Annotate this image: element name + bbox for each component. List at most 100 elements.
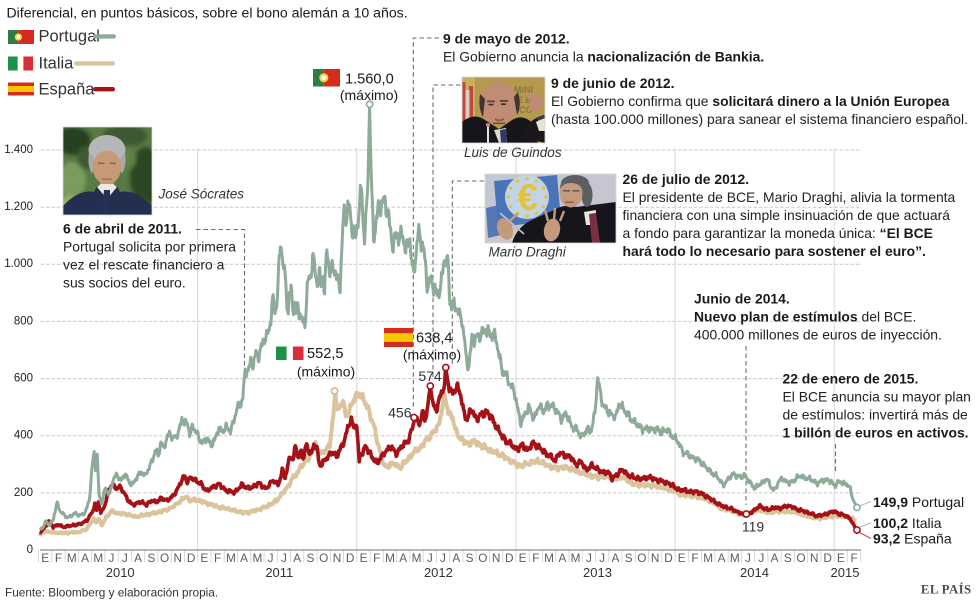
svg-text:J: J xyxy=(122,551,128,565)
svg-text:El presidente de BCE, Mario Dr: El presidente de BCE, Mario Draghi, aliv… xyxy=(623,189,956,205)
svg-text:D: D xyxy=(664,551,673,565)
svg-text:9 de junio de 2012.: 9 de junio de 2012. xyxy=(551,75,675,91)
svg-text:El Gobierno confirma que solic: El Gobierno confirma que solicitará dine… xyxy=(551,93,950,109)
svg-text:1 billón de euros en activos.: 1 billón de euros en activos. xyxy=(783,425,969,441)
svg-text:O: O xyxy=(319,551,328,565)
svg-text:200: 200 xyxy=(14,487,33,499)
svg-text:N: N xyxy=(810,551,819,565)
svg-text:(máximo): (máximo) xyxy=(297,364,355,380)
svg-text:S: S xyxy=(306,551,314,565)
svg-text:A: A xyxy=(558,551,566,565)
svg-text:2010: 2010 xyxy=(106,565,135,580)
svg-text:26 de julio de 2012.: 26 de julio de 2012. xyxy=(623,171,750,187)
svg-text:J: J xyxy=(281,551,287,565)
svg-text:M: M xyxy=(385,551,395,565)
svg-text:A: A xyxy=(240,551,248,565)
svg-text:E: E xyxy=(41,551,49,565)
svg-text:A: A xyxy=(399,551,407,565)
svg-text:S: S xyxy=(625,551,633,565)
svg-text:vez el rescate financiero a: vez el rescate financiero a xyxy=(63,257,225,273)
svg-text:EL PAÍS: EL PAÍS xyxy=(921,583,972,597)
svg-text:Luis de Guindos: Luis de Guindos xyxy=(464,145,562,160)
svg-text:J: J xyxy=(109,551,115,565)
svg-text:O: O xyxy=(796,551,805,565)
svg-text:2011: 2011 xyxy=(265,565,293,580)
svg-text:N: N xyxy=(174,551,183,565)
svg-text:A: A xyxy=(718,551,726,565)
svg-text:1.400: 1.400 xyxy=(4,144,33,156)
svg-text:S: S xyxy=(147,551,155,565)
svg-text:A: A xyxy=(293,551,301,565)
svg-text:(máximo): (máximo) xyxy=(340,87,398,103)
svg-text:J: J xyxy=(268,551,274,565)
svg-text:2014: 2014 xyxy=(740,565,769,580)
svg-text:456: 456 xyxy=(388,405,412,421)
svg-text:España: España xyxy=(39,81,96,99)
svg-text:400: 400 xyxy=(14,430,33,442)
svg-text:financiera con una simple insi: financiera con una simple insinuación de… xyxy=(623,207,951,223)
svg-text:2012: 2012 xyxy=(424,565,453,580)
svg-text:A: A xyxy=(771,551,779,565)
svg-text:F: F xyxy=(850,551,857,565)
svg-text:El Gobierno anuncia la naciona: El Gobierno anuncia la nacionalización d… xyxy=(443,49,764,65)
svg-text:A: A xyxy=(452,551,460,565)
svg-text:Portugal solicita por primera: Portugal solicita por primera xyxy=(63,239,236,255)
svg-text:E: E xyxy=(519,551,527,565)
svg-text:9 de mayo de 2012.: 9 de mayo de 2012. xyxy=(443,31,570,47)
svg-text:J: J xyxy=(427,551,433,565)
svg-text:Nuevo plan de estímulos del BC: Nuevo plan de estímulos del BCE. xyxy=(694,309,916,325)
svg-text:E E: E E xyxy=(517,95,532,105)
svg-text:El BCE anuncia su mayor plan: El BCE anuncia su mayor plan xyxy=(783,389,971,405)
svg-text:149,9 Portugal: 149,9 Portugal xyxy=(873,494,964,510)
svg-text:M: M xyxy=(412,551,422,565)
svg-text:F: F xyxy=(373,551,380,565)
svg-text:F: F xyxy=(532,551,539,565)
svg-text:E: E xyxy=(837,551,845,565)
svg-text:A: A xyxy=(81,551,89,565)
svg-text:Portugal: Portugal xyxy=(39,28,100,46)
svg-text:M: M xyxy=(67,551,77,565)
svg-text:Italia: Italia xyxy=(39,55,75,73)
svg-text:J: J xyxy=(599,551,605,565)
svg-text:J: J xyxy=(440,551,446,565)
svg-text:S: S xyxy=(784,551,792,565)
svg-text:MINI: MINI xyxy=(514,85,533,95)
svg-text:J: J xyxy=(586,551,592,565)
svg-text:S: S xyxy=(466,551,474,565)
svg-text:M: M xyxy=(93,551,103,565)
svg-text:E: E xyxy=(200,551,208,565)
svg-text:Fuente: Bloomberg y elaboració: Fuente: Bloomberg y elaboración propia. xyxy=(5,586,218,600)
svg-text:O: O xyxy=(160,551,169,565)
svg-text:Diferencial, en puntos básicos: Diferencial, en puntos básicos, sobre el… xyxy=(7,5,408,21)
svg-text:O: O xyxy=(637,551,646,565)
svg-text:A: A xyxy=(611,551,619,565)
svg-text:F: F xyxy=(214,551,221,565)
svg-text:22 de enero de 2015.: 22 de enero de 2015. xyxy=(783,371,919,387)
svg-text:600: 600 xyxy=(14,373,33,385)
svg-text:N: N xyxy=(333,551,342,565)
svg-text:1.000: 1.000 xyxy=(4,258,33,270)
svg-text:(hasta 100.000 millones) para: (hasta 100.000 millones) para sanear el … xyxy=(551,111,968,127)
svg-text:de estímulos: invertirá más de: de estímulos: invertirá más de xyxy=(783,407,969,423)
svg-text:CO: CO xyxy=(519,105,533,115)
svg-text:2015: 2015 xyxy=(831,565,860,580)
svg-text:M: M xyxy=(571,551,581,565)
svg-text:574: 574 xyxy=(418,368,442,384)
svg-text:N: N xyxy=(651,551,660,565)
svg-text:D: D xyxy=(823,551,832,565)
svg-text:M: M xyxy=(730,551,740,565)
svg-text:E: E xyxy=(360,551,368,565)
svg-text:M: M xyxy=(544,551,554,565)
svg-text:(máximo): (máximo) xyxy=(403,347,461,363)
svg-text:M: M xyxy=(226,551,236,565)
svg-text:2013: 2013 xyxy=(583,565,612,580)
svg-text:a fondo para garantizar la mon: a fondo para garantizar la moneda única:… xyxy=(623,225,933,241)
svg-text:J: J xyxy=(758,551,764,565)
svg-text:J: J xyxy=(745,551,751,565)
svg-text:D: D xyxy=(505,551,514,565)
svg-text:119: 119 xyxy=(742,519,765,535)
svg-text:E: E xyxy=(678,551,686,565)
svg-text:O: O xyxy=(478,551,487,565)
svg-text:638,4: 638,4 xyxy=(416,331,453,347)
svg-text:N: N xyxy=(492,551,501,565)
